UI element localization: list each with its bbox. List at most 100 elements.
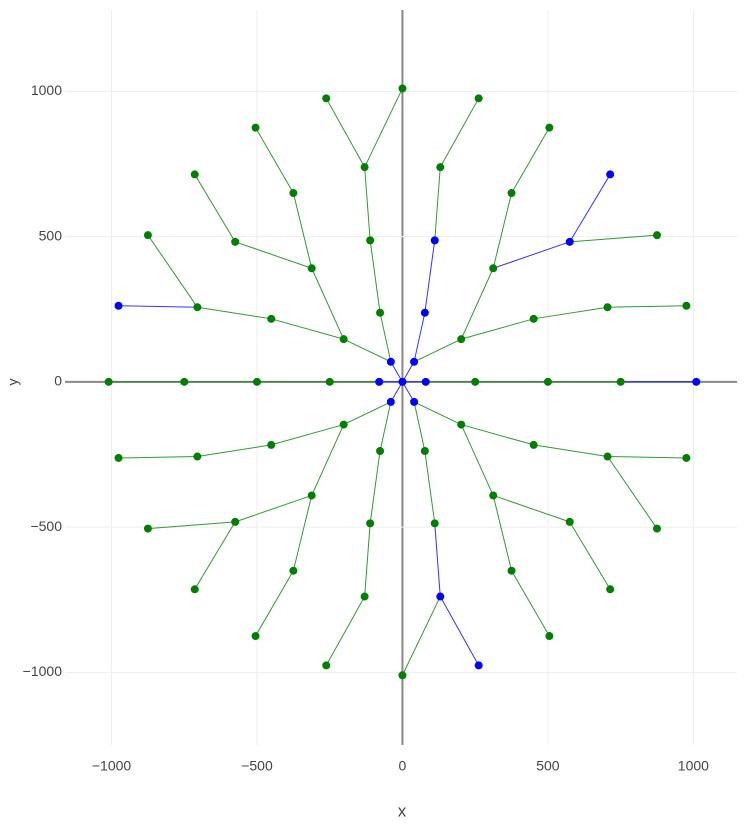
node — [398, 671, 407, 680]
edge — [379, 312, 392, 362]
edge — [235, 494, 312, 523]
node — [339, 335, 348, 344]
edge — [511, 570, 550, 637]
node — [143, 524, 152, 533]
node — [307, 264, 316, 273]
node — [507, 566, 516, 575]
x-axis-title: x — [398, 801, 407, 820]
node — [231, 237, 240, 246]
node — [398, 84, 407, 93]
node — [529, 314, 538, 323]
node — [190, 170, 199, 179]
node — [436, 163, 445, 172]
node — [420, 308, 429, 317]
edge — [569, 174, 611, 243]
node — [322, 94, 331, 103]
node — [366, 236, 375, 245]
node — [143, 231, 152, 240]
edge — [424, 450, 436, 524]
edge — [434, 167, 441, 241]
edge — [460, 424, 494, 496]
node — [386, 397, 395, 406]
edge — [118, 456, 198, 459]
edge — [343, 401, 392, 426]
node — [471, 377, 480, 386]
edge — [413, 401, 426, 452]
node — [653, 524, 661, 533]
y-axis-title: y — [5, 379, 21, 386]
edge — [413, 338, 462, 363]
node — [430, 519, 439, 528]
edge — [325, 596, 366, 666]
y-tick-label: −500 — [30, 518, 62, 534]
edge — [292, 495, 313, 571]
node — [603, 303, 612, 312]
node — [421, 377, 430, 386]
edge — [235, 241, 312, 269]
node — [603, 452, 612, 461]
edge — [292, 192, 313, 269]
edge — [492, 192, 513, 269]
node — [289, 566, 298, 575]
edge — [569, 234, 658, 243]
edge — [194, 521, 236, 590]
edge — [460, 268, 494, 340]
node — [474, 94, 483, 103]
edge — [439, 98, 480, 168]
edge — [607, 305, 687, 308]
node — [682, 453, 691, 462]
edge — [271, 424, 344, 446]
edge — [255, 570, 294, 637]
edge — [533, 444, 608, 458]
node — [376, 308, 385, 317]
node — [322, 661, 331, 670]
x-tick-label: −1000 — [92, 758, 132, 774]
node — [489, 264, 498, 273]
node — [360, 592, 369, 601]
node — [375, 377, 384, 386]
y-tick-label: 500 — [39, 227, 63, 243]
node — [474, 661, 483, 670]
edge — [492, 495, 513, 571]
node — [307, 491, 316, 500]
edge — [369, 450, 381, 524]
node — [376, 447, 385, 455]
edge — [311, 424, 345, 496]
edge — [607, 456, 658, 529]
edge — [194, 174, 236, 243]
edge — [364, 88, 403, 168]
edge — [118, 305, 198, 308]
edge — [364, 167, 371, 241]
node — [253, 377, 261, 386]
node — [565, 517, 574, 526]
edge — [402, 596, 441, 676]
node — [606, 585, 615, 594]
y-tick-label: 0 — [54, 373, 62, 389]
edge — [493, 241, 570, 269]
node — [251, 632, 260, 641]
edge — [533, 306, 608, 320]
node — [180, 377, 189, 386]
edge — [369, 240, 381, 313]
node — [529, 440, 538, 449]
edge — [311, 268, 345, 340]
node — [545, 632, 554, 641]
node — [104, 377, 113, 386]
node — [543, 377, 552, 386]
node — [366, 519, 375, 528]
node — [251, 123, 260, 132]
node — [616, 377, 625, 386]
node — [190, 585, 199, 594]
node — [360, 163, 369, 172]
node — [545, 123, 554, 132]
edge — [147, 234, 198, 308]
node — [682, 301, 691, 310]
edge — [197, 444, 272, 458]
node — [606, 170, 615, 179]
node — [289, 189, 298, 198]
edge — [461, 318, 534, 340]
node — [231, 517, 240, 526]
node — [436, 592, 445, 601]
node — [420, 447, 429, 455]
edge — [343, 338, 392, 363]
